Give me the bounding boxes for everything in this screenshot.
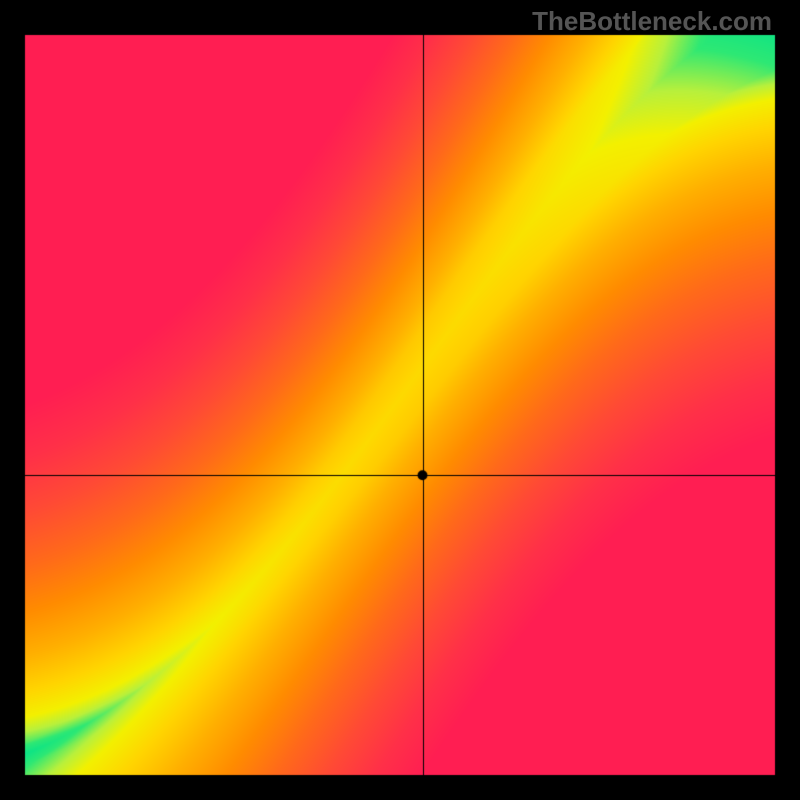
bottleneck-heatmap: [0, 0, 800, 800]
chart-container: TheBottleneck.com: [0, 0, 800, 800]
watermark-text: TheBottleneck.com: [532, 6, 772, 37]
